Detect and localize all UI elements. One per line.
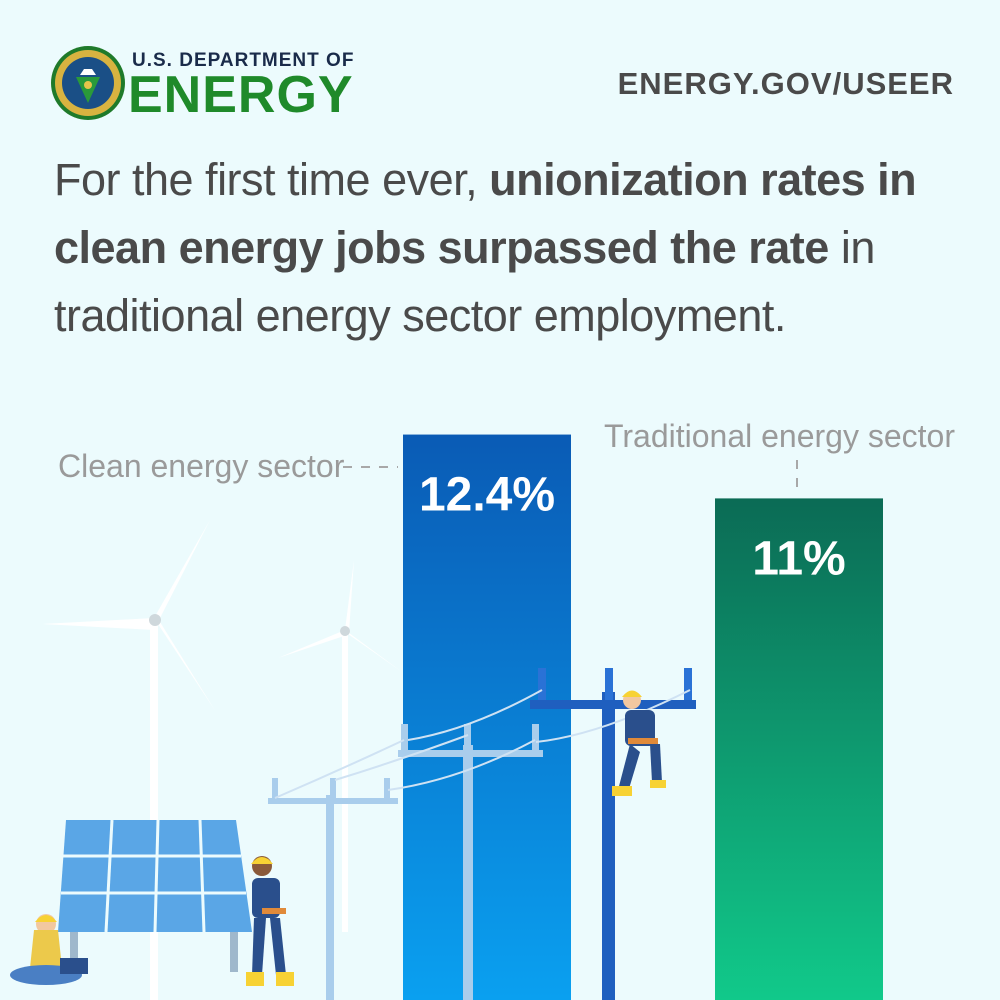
bar-traditional-energy — [715, 498, 883, 1000]
category-label-clean: Clean energy sector — [58, 448, 345, 484]
lineworker-icon — [612, 690, 666, 796]
power-pole-icon — [407, 668, 696, 1000]
headline-bold: unionization rates in clean energy jobs … — [54, 154, 917, 273]
headline: For the first time ever, unionization ra… — [54, 146, 984, 350]
headline-part1: For the first time ever, — [54, 154, 490, 205]
laptop-worker-icon — [10, 914, 88, 985]
org-name-line2: ENERGY — [128, 66, 354, 124]
doe-seal-icon — [51, 46, 125, 120]
wind-turbine-icon — [42, 520, 216, 1000]
headline-part2: in traditional energy sector employment. — [54, 222, 875, 341]
power-pole-icon — [274, 724, 543, 1000]
data-label-clean: 12.4% — [419, 469, 555, 522]
data-label-traditional: 11% — [752, 532, 845, 585]
worker-icon — [246, 856, 294, 986]
category-label-traditional: Traditional energy sector — [604, 418, 955, 454]
wind-turbine-icon — [278, 560, 402, 932]
solar-panel-icon — [58, 819, 252, 972]
site-url: ENERGY.GOV/USEER — [617, 66, 954, 101]
org-name-line1: U.S. DEPARTMENT OF — [132, 50, 355, 71]
power-pole-icon — [268, 778, 398, 1000]
